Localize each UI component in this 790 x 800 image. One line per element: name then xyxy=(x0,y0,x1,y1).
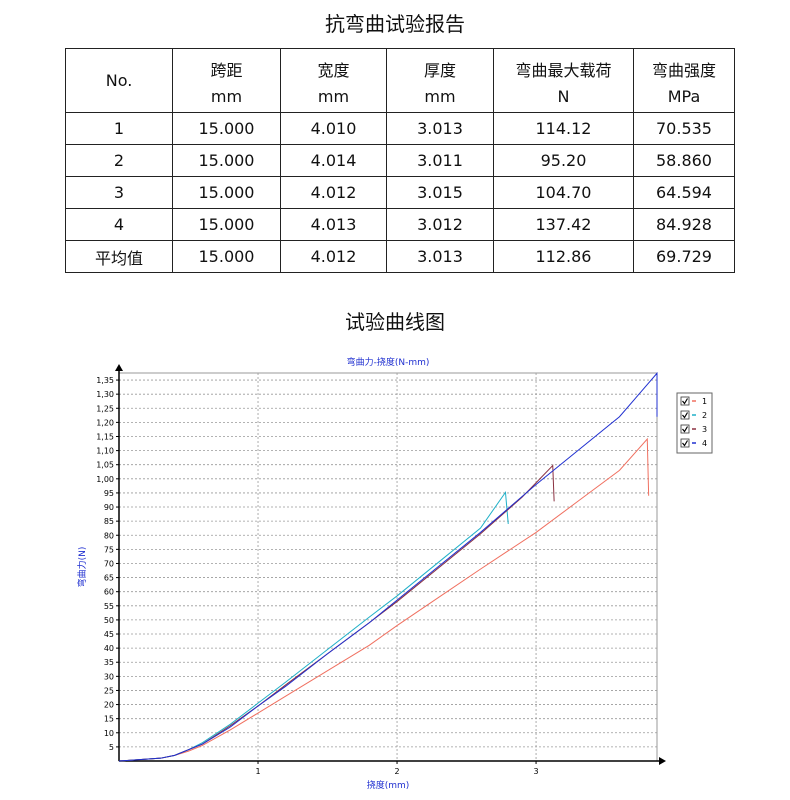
result-table: No. 跨距 宽度 厚度 弯曲最大载荷 弯曲强度 mm mm mm N MPa 1 15.000 4.01… xyxy=(65,48,735,273)
header-cell: No. xyxy=(65,48,173,113)
data-cell: 112.86 xyxy=(493,240,634,273)
data-cell: 平均值 xyxy=(65,240,173,273)
y-tick-label: 25 xyxy=(104,686,114,695)
data-cell: 70.535 xyxy=(633,112,735,145)
series-line xyxy=(118,371,658,762)
y-tick-label: 65 xyxy=(104,574,114,583)
data-row: 3 15.000 4.012 3.015 104.70 64.594 xyxy=(65,176,735,209)
data-row: 2 15.000 4.014 3.011 95.20 58.860 xyxy=(65,144,735,177)
y-tick-label: 80 xyxy=(104,531,114,540)
series-line xyxy=(118,437,650,762)
data-cell: 3.015 xyxy=(386,176,494,209)
header-row: No. 跨距 宽度 厚度 弯曲最大载荷 弯曲强度 xyxy=(65,48,735,113)
data-cell: 3.013 xyxy=(386,240,494,273)
x-tick-label: 2 xyxy=(394,767,399,776)
y-tick-label: 50 xyxy=(104,616,114,625)
y-tick-label: 1,35 xyxy=(96,376,114,385)
y-tick-label: 70 xyxy=(104,559,114,568)
legend-label: 3 xyxy=(702,425,707,434)
y-tick-label: 10 xyxy=(104,729,114,738)
legend-checkbox xyxy=(680,424,690,434)
data-row: 平均值 15.000 4.012 3.013 112.86 69.729 xyxy=(65,240,735,273)
header-cell: 厚度 xyxy=(386,48,494,81)
y-tick-label: 5 xyxy=(109,743,114,752)
x-axis-arrow xyxy=(659,757,666,765)
y-tick-label: 1,25 xyxy=(96,404,114,413)
y-tick-label: 35 xyxy=(104,658,114,667)
section-title: 试验曲线图 xyxy=(345,310,445,334)
data-cell: 15.000 xyxy=(172,240,281,273)
data-cell: 104.70 xyxy=(493,176,634,209)
legend-label: 4 xyxy=(702,439,707,448)
y-axis-label: 弯曲力(N) xyxy=(76,547,88,588)
legend-check xyxy=(682,412,689,419)
data-cell: 4.012 xyxy=(280,240,387,273)
header-cell: 宽度 xyxy=(280,48,387,81)
legend-checkbox xyxy=(680,438,690,448)
y-tick-label: 1,10 xyxy=(96,447,114,456)
report-title: 抗弯曲试验报告 xyxy=(325,12,465,36)
y-tick-label: 75 xyxy=(104,545,114,554)
y-tick-label: 90 xyxy=(104,503,114,512)
y-tick-label: 30 xyxy=(104,672,114,681)
y-axis-arrow xyxy=(115,364,123,371)
x-tick-label: 3 xyxy=(534,767,539,776)
legend-check xyxy=(682,426,689,433)
data-cell: 15.000 xyxy=(172,176,281,209)
y-tick-label: 20 xyxy=(104,701,114,710)
y-tick-label: 60 xyxy=(104,588,114,597)
x-axis-label: 挠度(mm) xyxy=(367,779,410,791)
header-cell: 跨距 xyxy=(172,48,281,81)
header-cell: 弯曲强度 xyxy=(633,48,735,81)
data-cell: 3.013 xyxy=(386,112,494,145)
data-cell: 4.012 xyxy=(280,176,387,209)
y-tick-label: 15 xyxy=(104,715,114,724)
data-row: 1 15.000 4.010 3.013 114.12 70.535 xyxy=(65,112,735,145)
unit-cell: MPa xyxy=(633,81,735,113)
legend-label: 1 xyxy=(702,397,707,406)
y-tick-label: 1,00 xyxy=(96,475,114,484)
y-tick-label: 1,30 xyxy=(96,390,114,399)
legend-check xyxy=(682,398,689,405)
data-cell: 4.014 xyxy=(280,144,387,177)
header-cell: 弯曲最大载荷 xyxy=(493,48,634,81)
unit-cell: mm xyxy=(280,81,387,113)
plot-area xyxy=(118,372,658,762)
data-cell: 58.860 xyxy=(633,144,735,177)
data-cell: 15.000 xyxy=(172,112,281,145)
y-tick-label: 85 xyxy=(104,517,114,526)
chart-title: 弯曲力-挠度(N-mm) xyxy=(347,356,430,368)
data-row: 4 15.000 4.013 3.012 137.42 84.928 xyxy=(65,208,735,241)
x-tick-label: 1 xyxy=(255,767,260,776)
legend-checkbox xyxy=(680,410,690,420)
unit-cell: mm xyxy=(386,81,494,113)
y-tick-label: 1,20 xyxy=(96,418,114,427)
legend-checkbox xyxy=(680,396,690,406)
data-cell: 84.928 xyxy=(633,208,735,241)
data-cell: 69.729 xyxy=(633,240,735,273)
legend-label: 2 xyxy=(702,411,707,420)
data-cell: 4.013 xyxy=(280,208,387,241)
y-tick-label: 45 xyxy=(104,630,114,639)
data-cell: 2 xyxy=(65,144,173,177)
y-tick-label: 55 xyxy=(104,602,114,611)
y-tick-label: 1,15 xyxy=(96,432,114,441)
data-cell: 137.42 xyxy=(493,208,634,241)
legend-check xyxy=(682,440,689,447)
data-cell: 3.011 xyxy=(386,144,494,177)
unit-cell: N xyxy=(493,81,634,113)
data-cell: 4.010 xyxy=(280,112,387,145)
y-tick-label: 40 xyxy=(104,644,114,653)
data-cell: 15.000 xyxy=(172,208,281,241)
y-tick-label: 95 xyxy=(104,489,114,498)
y-tick-label: 1,05 xyxy=(96,461,114,470)
